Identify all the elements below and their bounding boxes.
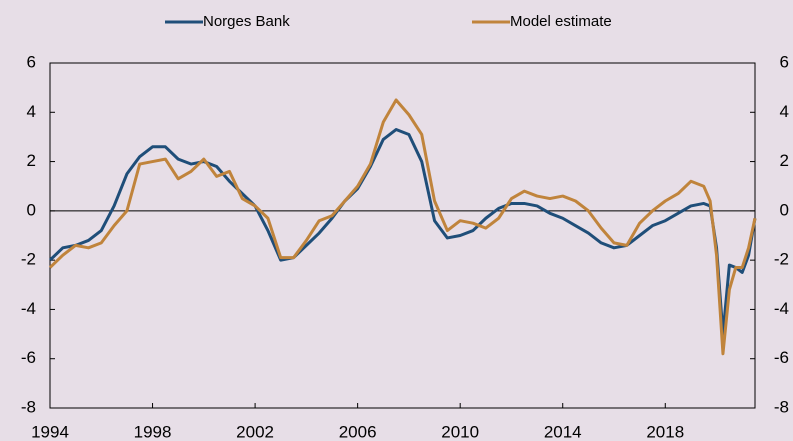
- y-tick-label: -6: [21, 348, 36, 367]
- legend-label: Norges Bank: [203, 13, 290, 30]
- y-tick-label: 2: [27, 151, 36, 170]
- plot-frame: [49, 62, 756, 409]
- legend-label: Model estimate: [510, 13, 612, 30]
- y-tick-label: 4: [27, 102, 36, 121]
- x-tick-label: 2010: [441, 422, 479, 441]
- series-line: [48, 128, 757, 336]
- y2-tick-label: -4: [774, 299, 789, 318]
- y2-tick-label: 0: [780, 200, 789, 219]
- x-tick-label: 2002: [236, 422, 274, 441]
- x-tick-label: 2014: [544, 422, 582, 441]
- x-tick-label: 1994: [31, 422, 69, 441]
- x-tick-label: 1998: [134, 422, 172, 441]
- y-tick-label: 6: [27, 52, 36, 71]
- x-tick-label: 2018: [646, 422, 684, 441]
- series-line: [48, 98, 757, 356]
- y2-tick-label: 4: [780, 102, 789, 121]
- y-tick-label: -8: [21, 397, 36, 416]
- x-tick-label: 2006: [339, 422, 377, 441]
- y2-tick-label: -8: [774, 397, 789, 416]
- y2-tick-label: 2: [780, 151, 789, 170]
- y2-tick-label: -6: [774, 348, 789, 367]
- y-tick-label: -2: [21, 250, 36, 269]
- y-tick-label: -4: [21, 299, 36, 318]
- y2-tick-label: -2: [774, 250, 789, 269]
- y2-tick-label: 6: [780, 52, 789, 71]
- y-tick-label: 0: [27, 200, 36, 219]
